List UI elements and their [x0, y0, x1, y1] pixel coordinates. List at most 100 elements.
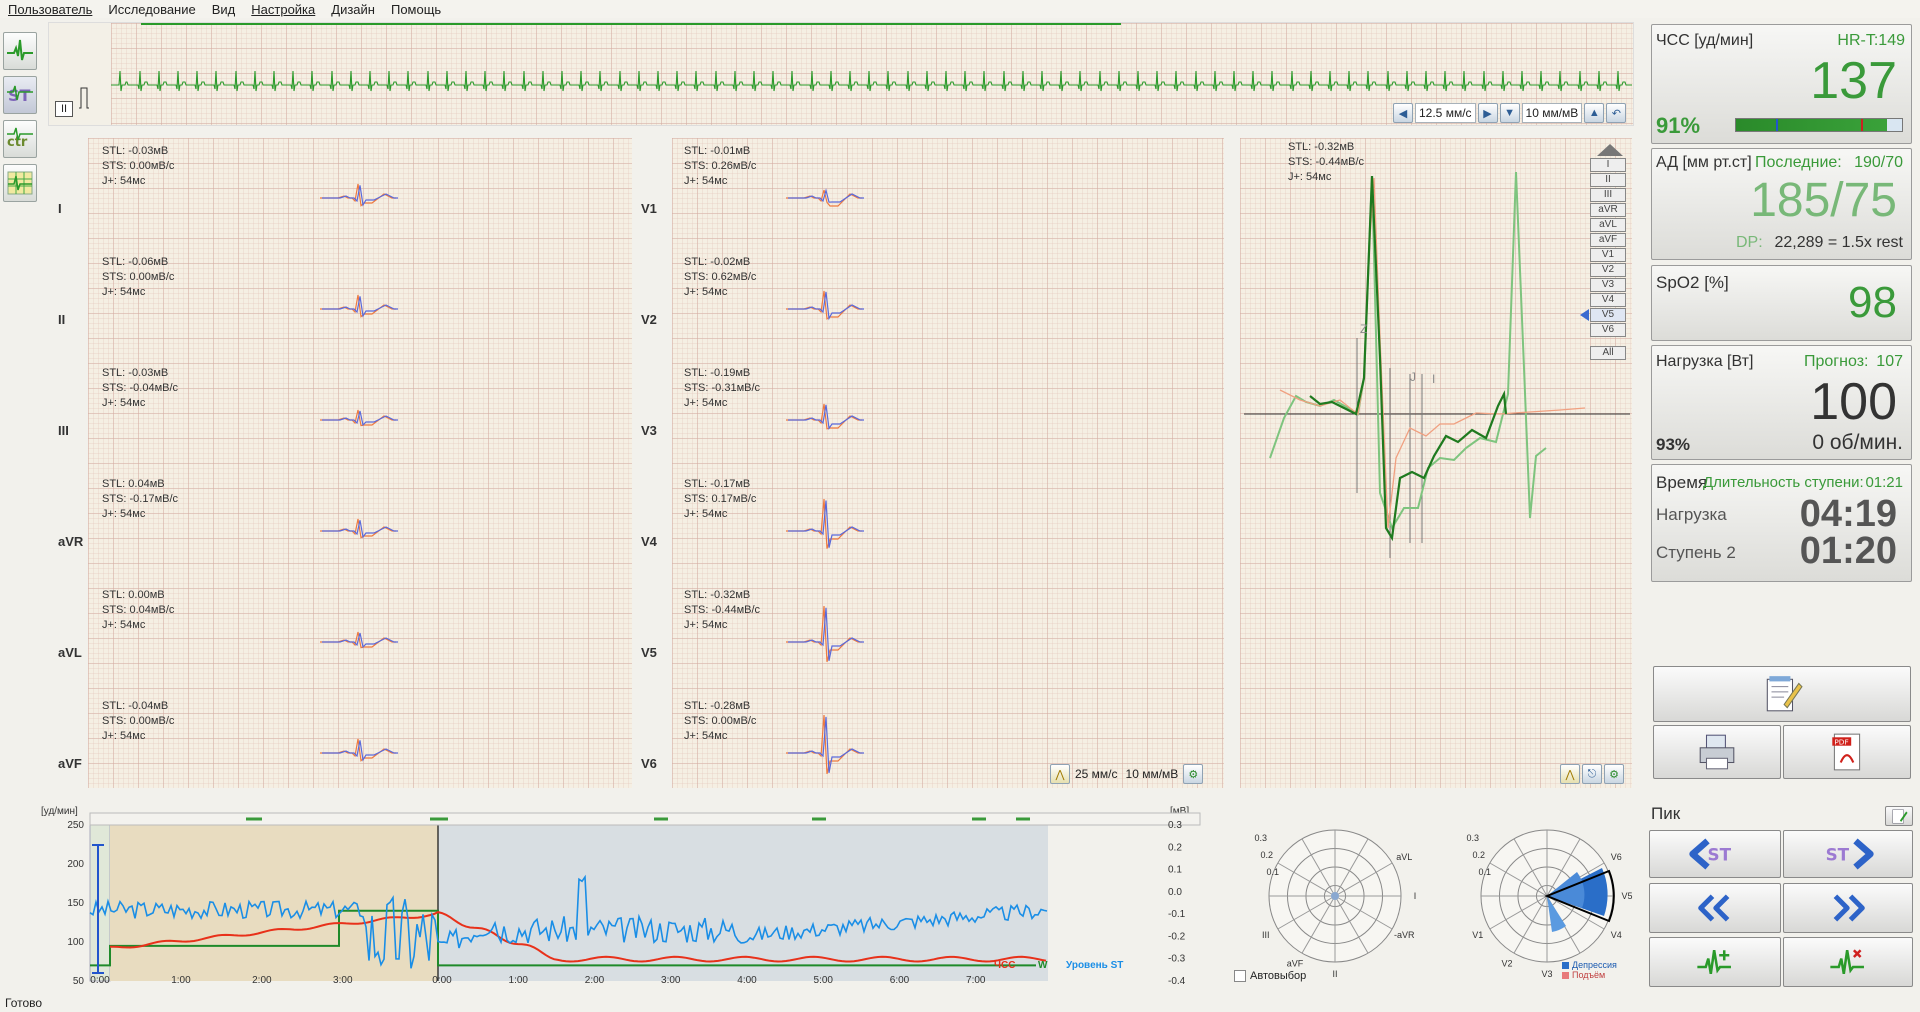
twelve-lead-settings-button[interactable]: ⚙ [1183, 764, 1204, 784]
lead-select-v5[interactable]: V5 [1590, 308, 1626, 322]
menu-study[interactable]: Исследование [108, 1, 196, 17]
status-bar: Готово [5, 996, 43, 1010]
limb-sts: STS: 0.00мВ/с [102, 271, 175, 283]
limb-st-info: STL: -0.03мВ STS: -0.04мВ/с J+: 54мс [102, 366, 178, 411]
report-edit-button[interactable] [1653, 666, 1911, 722]
print-button[interactable] [1653, 725, 1781, 779]
chest-beat-reference [788, 404, 864, 430]
zoom-reference-beat [1279, 177, 1586, 529]
lead-select-avf[interactable]: aVF [1590, 233, 1626, 247]
rewind-button[interactable] [1649, 883, 1781, 933]
chest-lead-label[interactable]: V3 [641, 423, 657, 438]
load-value: 100 [1810, 373, 1897, 431]
polar-lead-label: V3 [1541, 969, 1552, 979]
bp-value: 185/75 [1750, 174, 1897, 227]
limb-lead-label[interactable]: II [58, 312, 66, 327]
limb-stl: STL: -0.03мВ [102, 367, 169, 379]
lead-select-ii[interactable]: II [1590, 173, 1626, 187]
lead-select-avl[interactable]: aVL [1590, 218, 1626, 232]
rhythm-gain-up-button[interactable]: ▲ [1584, 103, 1605, 123]
lead-select-avr[interactable]: aVR [1590, 203, 1626, 217]
polar-spoke [1513, 895, 1548, 954]
trend-left-tick: 150 [67, 898, 84, 909]
trend-left-tick: 50 [73, 976, 85, 985]
rhythm-slower-button[interactable]: ◀ [1393, 103, 1413, 123]
grid-view-button[interactable] [3, 164, 37, 202]
limb-stl: STL: -0.03мВ [102, 145, 169, 157]
zoom-settings-button[interactable]: ⚙ [1604, 764, 1624, 784]
polar-spoke [1546, 838, 1581, 897]
limb-lead-label[interactable]: aVR [58, 534, 84, 549]
bp-last-label: Последние: [1755, 154, 1842, 171]
bp-label: АД [мм рт.ст] [1656, 154, 1752, 171]
trend-chart[interactable]: 250 200 150 100 50 0.3 0.2 0.1 0.0 -0.1 -0.2 -0.3 -0… [36, 805, 1226, 985]
st-view-button[interactable]: ST [3, 76, 37, 114]
hr-percent: 91% [1656, 113, 1701, 138]
rhythm-faster-button[interactable]: ▶ [1477, 103, 1498, 123]
menu-help[interactable]: Помощь [390, 1, 442, 17]
next-st-button[interactable]: ST [1783, 830, 1913, 878]
printer-icon [1699, 734, 1735, 770]
chest-stl: STL: -0.32мВ [684, 589, 751, 601]
limb-lead-label[interactable]: aVL [58, 645, 82, 660]
peak-edit-button[interactable] [1885, 806, 1913, 826]
menu-design[interactable]: Дизайн [331, 1, 375, 17]
polar-lead-label: aVL [1396, 852, 1412, 862]
remove-complex-button[interactable] [1783, 937, 1913, 987]
chest-sts: STS: 0.26мВ/с [684, 160, 757, 172]
chest-lead-label[interactable]: V4 [641, 534, 657, 549]
chest-st-info: STL: -0.17мВ STS: 0.17мВ/с J+: 54мс [684, 477, 756, 522]
chest-stl: STL: -0.17мВ [684, 478, 751, 490]
polar-ring-label: 0.1 [1266, 867, 1279, 877]
prev-st-button[interactable]: ST [1649, 830, 1781, 878]
zoom-filter-button[interactable]: ⋀ [1560, 764, 1580, 784]
zoom-sts: STS: -0.44мВ/с [1288, 156, 1365, 168]
rhythm-undo-button[interactable]: ↶ [1606, 103, 1627, 123]
menu-user[interactable]: Пользователь [8, 1, 93, 17]
rhythm-lead-indicator[interactable]: II [55, 101, 73, 117]
lead-select-v4[interactable]: V4 [1590, 293, 1626, 307]
lead-scroll-up-icon[interactable] [1597, 144, 1623, 156]
rhythm-paper [111, 23, 1633, 125]
lead-select-all[interactable]: All [1590, 346, 1626, 360]
leads-limb-panel [48, 138, 632, 788]
spo2-label: SpO2 [%] [1656, 273, 1729, 292]
pdf-export-button[interactable]: PDF [1783, 725, 1911, 779]
menu-view[interactable]: Вид [211, 1, 236, 17]
chest-beat-current [786, 498, 862, 549]
chest-st-info: STL: -0.02мВ STS: 0.62мВ/с J+: 54мс [684, 255, 756, 300]
ecg-view-button[interactable] [3, 32, 37, 70]
trend-right-unit: [мВ] [1170, 806, 1190, 817]
menu-settings[interactable]: Настройка [251, 1, 316, 17]
chest-st-info: STL: -0.19мВ STS: -0.31мВ/с J+: 54мс [684, 366, 760, 411]
load-time-label: Нагрузка [1656, 505, 1727, 524]
chest-lead-label[interactable]: V5 [641, 645, 657, 660]
chest-lead-label[interactable]: V2 [641, 312, 657, 327]
limb-sts: STS: 0.04мВ/с [102, 604, 175, 616]
forward-button[interactable] [1783, 883, 1913, 933]
autoselect-checkbox[interactable] [1234, 970, 1246, 982]
trend-x-tick: 7:00 [966, 975, 986, 985]
hr-progress-bar [1735, 118, 1903, 132]
chest-lead-label[interactable]: V1 [641, 201, 657, 216]
limb-lead-label[interactable]: I [58, 201, 62, 216]
chest-lead-label[interactable]: V6 [641, 756, 657, 771]
lead-select-iii[interactable]: III [1590, 188, 1626, 202]
chest-beat-current [786, 714, 862, 775]
dp-value: 22,289 = 1.5x rest [1774, 234, 1903, 251]
add-complex-button[interactable] [1649, 937, 1781, 987]
lead-select-v6[interactable]: V6 [1590, 323, 1626, 337]
limb-lead-label[interactable]: III [58, 423, 69, 438]
lead-select-v1[interactable]: V1 [1590, 248, 1626, 262]
twelve-lead-filter-button[interactable]: ⋀ [1050, 764, 1070, 784]
lead-select-v2[interactable]: V2 [1590, 263, 1626, 277]
zoom-measure-button[interactable]: ⎋ [1582, 764, 1602, 784]
trend-right-tick: -0.1 [1168, 909, 1186, 920]
limb-beat-current [320, 183, 396, 207]
ctr-view-button[interactable]: ctr [3, 120, 37, 158]
trend-x-tick: 0:00 [432, 975, 452, 985]
limb-lead-label[interactable]: aVF [58, 756, 82, 771]
rhythm-gain-down-button[interactable]: ▼ [1499, 103, 1520, 123]
lead-select-v3[interactable]: V3 [1590, 278, 1626, 292]
lead-select-i[interactable]: I [1590, 158, 1626, 172]
